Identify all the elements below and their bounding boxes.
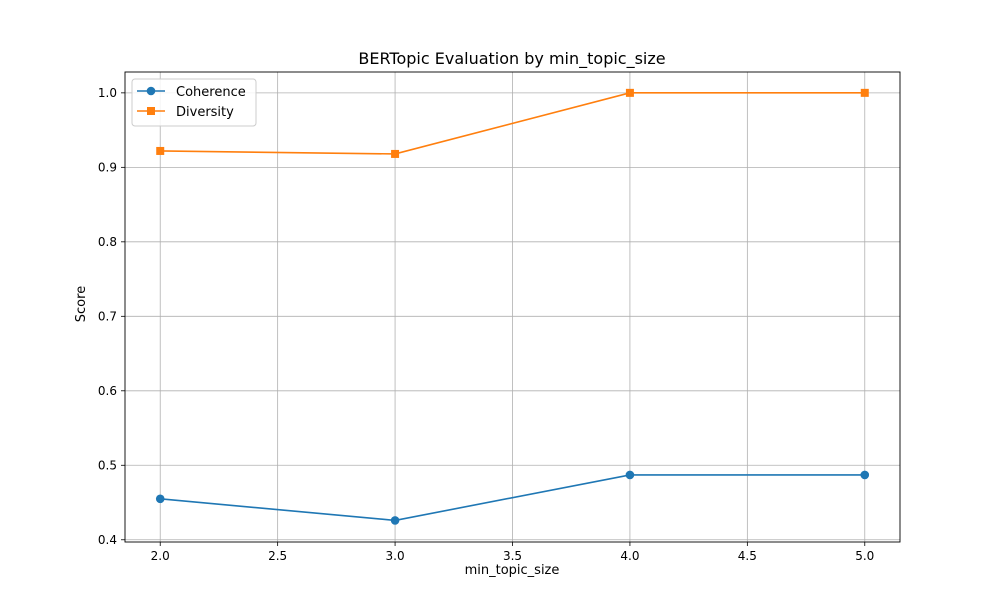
diversity-legend-marker <box>147 107 155 115</box>
x-tick-label: 3.5 <box>503 549 522 563</box>
y-tick-label: 0.8 <box>98 235 117 249</box>
coherence-point <box>155 494 165 504</box>
coherence-series-line <box>160 474 865 522</box>
chart-title: BERTopic Evaluation by min_topic_size <box>358 49 665 69</box>
x-tick-label: 2.0 <box>151 549 170 563</box>
coherence-point <box>390 516 400 525</box>
diversity-series-line <box>160 92 865 155</box>
coherence-legend-label: Coherence <box>176 85 246 100</box>
x-tick-label: 5.0 <box>855 549 874 563</box>
diversity-point <box>156 146 165 155</box>
coherence-legend-marker <box>146 86 156 96</box>
series-layer <box>155 88 870 525</box>
x-tick-label: 4.5 <box>738 549 757 563</box>
x-tick-label: 4.0 <box>620 549 639 563</box>
x-axis-ticks: 2.0 2.5 3.0 3.5 4.0 4.5 5.0 <box>151 542 874 563</box>
y-axis-ticks: 0.4 0.5 0.6 0.7 0.8 0.9 1.0 <box>98 86 125 547</box>
diversity-point <box>625 88 634 97</box>
y-tick-label: 1.0 <box>98 86 117 100</box>
coherence-point <box>860 470 870 480</box>
y-tick-label: 0.4 <box>98 533 117 547</box>
y-tick-label: 0.5 <box>98 458 117 472</box>
legend: Coherence Diversity <box>131 78 257 127</box>
x-axis-label: min_topic_size <box>465 563 560 578</box>
x-tick-label: 3.0 <box>386 549 405 563</box>
y-tick-label: 0.7 <box>98 309 117 323</box>
y-tick-label: 0.9 <box>98 160 117 174</box>
diversity-point <box>860 88 869 97</box>
x-tick-label: 2.5 <box>268 549 287 563</box>
grid <box>125 72 900 542</box>
diversity-point <box>391 149 400 158</box>
y-axis-label: Score <box>74 286 89 322</box>
y-tick-label: 0.6 <box>98 384 117 398</box>
diversity-legend-label: Diversity <box>176 105 234 120</box>
coherence-point <box>625 470 635 480</box>
